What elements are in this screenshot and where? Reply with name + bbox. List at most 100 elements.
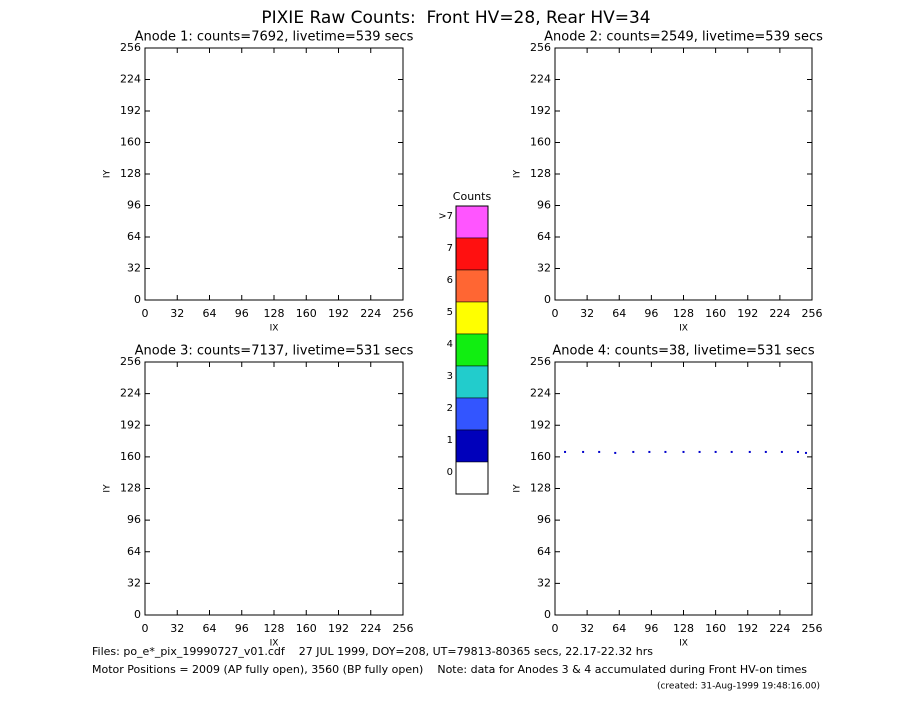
y-axis-label: IY [103, 169, 113, 178]
x-tick-label: 224 [769, 622, 790, 635]
colorbar-swatch [455, 269, 489, 303]
colorbar-swatch [455, 429, 489, 463]
page-title: PIXIE Raw Counts: Front HV=28, Rear HV=3… [261, 8, 650, 28]
plot-frame [144, 47, 404, 301]
y-tick-label: 64 [537, 230, 551, 243]
y-tick-label: 0 [134, 293, 141, 306]
x-tick-label: 32 [170, 307, 184, 320]
x-tick-label: 96 [644, 622, 658, 635]
colorbar-title: Counts [453, 190, 492, 203]
panel-title: Anode 4: counts=38, livetime=531 secs [552, 344, 814, 359]
count-dot [582, 450, 585, 453]
x-tick-label: 256 [802, 622, 823, 635]
x-tick-label: 0 [552, 622, 559, 635]
x-tick-label: 0 [142, 307, 149, 320]
count-dot [780, 450, 783, 453]
x-tick-label: 256 [393, 622, 414, 635]
x-tick-label: 256 [802, 307, 823, 320]
count-dot [664, 450, 667, 453]
y-tick-label: 128 [120, 167, 141, 180]
x-tick-label: 192 [328, 307, 349, 320]
y-tick-label: 64 [127, 230, 141, 243]
y-tick-label: 96 [127, 513, 141, 526]
y-tick-label: 224 [530, 387, 551, 400]
x-tick-label: 32 [580, 307, 594, 320]
count-dot [598, 450, 601, 453]
colorbar-frame [455, 205, 489, 495]
x-axis-label: IX [679, 639, 688, 649]
count-dot [764, 450, 767, 453]
y-tick-label: 224 [120, 73, 141, 86]
colorbar-swatch [455, 237, 489, 271]
count-dot [804, 451, 807, 454]
y-axis-label: IY [513, 484, 523, 493]
count-dot [632, 450, 635, 453]
y-tick-label: 160 [530, 450, 551, 463]
y-tick-label: 0 [134, 608, 141, 621]
y-tick-label: 64 [127, 545, 141, 558]
colorbar-label: >7 [438, 211, 453, 222]
y-axis-label: IY [103, 484, 113, 493]
colorbar-label: 4 [447, 339, 453, 350]
y-tick-label: 128 [530, 167, 551, 180]
colorbar-swatch [455, 461, 489, 495]
footer-files: Files: po_e*_pix_19990727_v01.cdf 27 JUL… [92, 645, 653, 658]
x-tick-label: 32 [170, 622, 184, 635]
y-tick-label: 32 [537, 262, 551, 275]
x-tick-label: 128 [673, 622, 694, 635]
y-tick-label: 96 [537, 199, 551, 212]
y-tick-label: 192 [530, 418, 551, 431]
y-tick-label: 224 [530, 73, 551, 86]
y-tick-label: 0 [544, 293, 551, 306]
x-tick-label: 128 [673, 307, 694, 320]
count-dot [564, 450, 567, 453]
x-tick-label: 192 [737, 622, 758, 635]
count-dot [796, 450, 799, 453]
x-tick-label: 256 [393, 307, 414, 320]
y-tick-label: 160 [530, 136, 551, 149]
plot-frame [554, 47, 813, 301]
y-tick-label: 256 [530, 41, 551, 54]
x-tick-label: 64 [612, 307, 626, 320]
count-dot [730, 450, 733, 453]
x-tick-label: 224 [360, 307, 381, 320]
colorbar-label: 6 [447, 275, 453, 286]
y-tick-label: 192 [530, 104, 551, 117]
plot-frame [554, 361, 813, 616]
footer-created: (created: 31-Aug-1999 19:48:16.00) [657, 682, 820, 692]
colorbar-swatch [455, 333, 489, 367]
footer-motor: Motor Positions = 2009 (AP fully open), … [92, 663, 807, 676]
x-tick-label: 224 [769, 307, 790, 320]
y-tick-label: 256 [530, 355, 551, 368]
x-axis-label: IX [270, 639, 279, 649]
colorbar-label: 1 [447, 435, 453, 446]
panel-title: Anode 2: counts=2549, livetime=539 secs [544, 30, 823, 45]
colorbar-swatch [455, 205, 489, 239]
x-tick-label: 192 [328, 622, 349, 635]
x-tick-label: 128 [264, 307, 285, 320]
x-tick-label: 192 [737, 307, 758, 320]
x-tick-label: 96 [235, 307, 249, 320]
x-tick-label: 64 [203, 307, 217, 320]
y-tick-label: 224 [120, 387, 141, 400]
x-tick-label: 64 [203, 622, 217, 635]
colorbar-swatch [455, 365, 489, 399]
count-dot [682, 450, 685, 453]
count-dot [648, 450, 651, 453]
colorbar-label: 2 [447, 403, 453, 414]
y-tick-label: 160 [120, 136, 141, 149]
x-tick-label: 160 [296, 622, 317, 635]
colorbar-label: 7 [447, 243, 453, 254]
y-tick-label: 64 [537, 545, 551, 558]
y-tick-label: 32 [537, 576, 551, 589]
x-tick-label: 32 [580, 622, 594, 635]
panel-title: Anode 1: counts=7692, livetime=539 secs [135, 30, 414, 45]
y-tick-label: 96 [537, 513, 551, 526]
x-tick-label: 0 [552, 307, 559, 320]
count-dot [714, 450, 717, 453]
y-tick-label: 96 [127, 199, 141, 212]
y-tick-label: 192 [120, 104, 141, 117]
y-tick-label: 192 [120, 418, 141, 431]
count-dot [614, 451, 617, 454]
x-axis-label: IX [679, 324, 688, 334]
